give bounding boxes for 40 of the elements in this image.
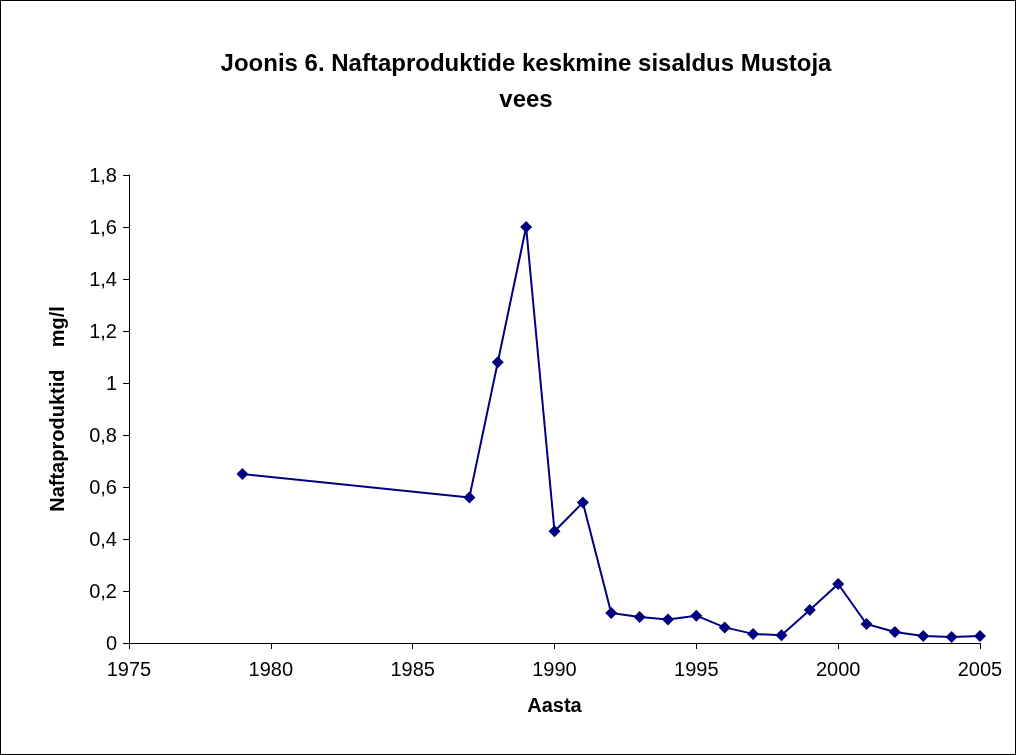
point xyxy=(803,603,816,616)
x-tick-label: 1975 xyxy=(106,658,152,680)
point xyxy=(463,491,476,504)
point xyxy=(520,221,533,233)
point xyxy=(775,629,788,642)
point xyxy=(236,468,249,480)
point xyxy=(661,613,674,626)
x-tick-label: 1985 xyxy=(390,658,435,680)
chart-title: Joonis 6. Naftaproduktide keskmine sisaldus Mustoja vees xyxy=(220,48,833,112)
point xyxy=(576,496,589,509)
point xyxy=(917,629,930,642)
y-tick-label: 0 xyxy=(105,632,117,654)
y-tick-label: 1,4 xyxy=(89,268,117,290)
y-tick-label: 0,6 xyxy=(89,476,117,498)
x-tick-label: 1995 xyxy=(674,658,719,680)
x-axis-title: Aasta xyxy=(527,694,583,716)
point xyxy=(860,618,873,631)
x-tick-label: 1980 xyxy=(248,658,294,680)
point xyxy=(605,607,618,620)
y-axis-title: Naftaproduktid mg/l xyxy=(46,306,68,512)
point xyxy=(945,631,958,644)
point xyxy=(974,629,986,642)
y-tick-label: 0,8 xyxy=(89,424,117,446)
point xyxy=(633,611,646,623)
x-tick-label: 1990 xyxy=(532,658,577,680)
y-tick-label: 1,8 xyxy=(89,164,117,186)
y-tick-label: 1 xyxy=(105,372,117,394)
point xyxy=(690,609,703,622)
x-tick-label: 2005 xyxy=(957,658,1003,680)
point xyxy=(888,626,901,639)
y-tick-label: 1,6 xyxy=(89,216,117,238)
point xyxy=(491,356,504,369)
point xyxy=(718,621,731,634)
y-tick-label: 0,4 xyxy=(89,528,117,550)
point xyxy=(747,627,760,640)
y-tick-label: 1,2 xyxy=(89,320,117,342)
x-tick-label: 2000 xyxy=(815,658,861,680)
point xyxy=(548,525,561,538)
point xyxy=(832,577,845,590)
y-tick-label: 0,2 xyxy=(89,580,117,602)
